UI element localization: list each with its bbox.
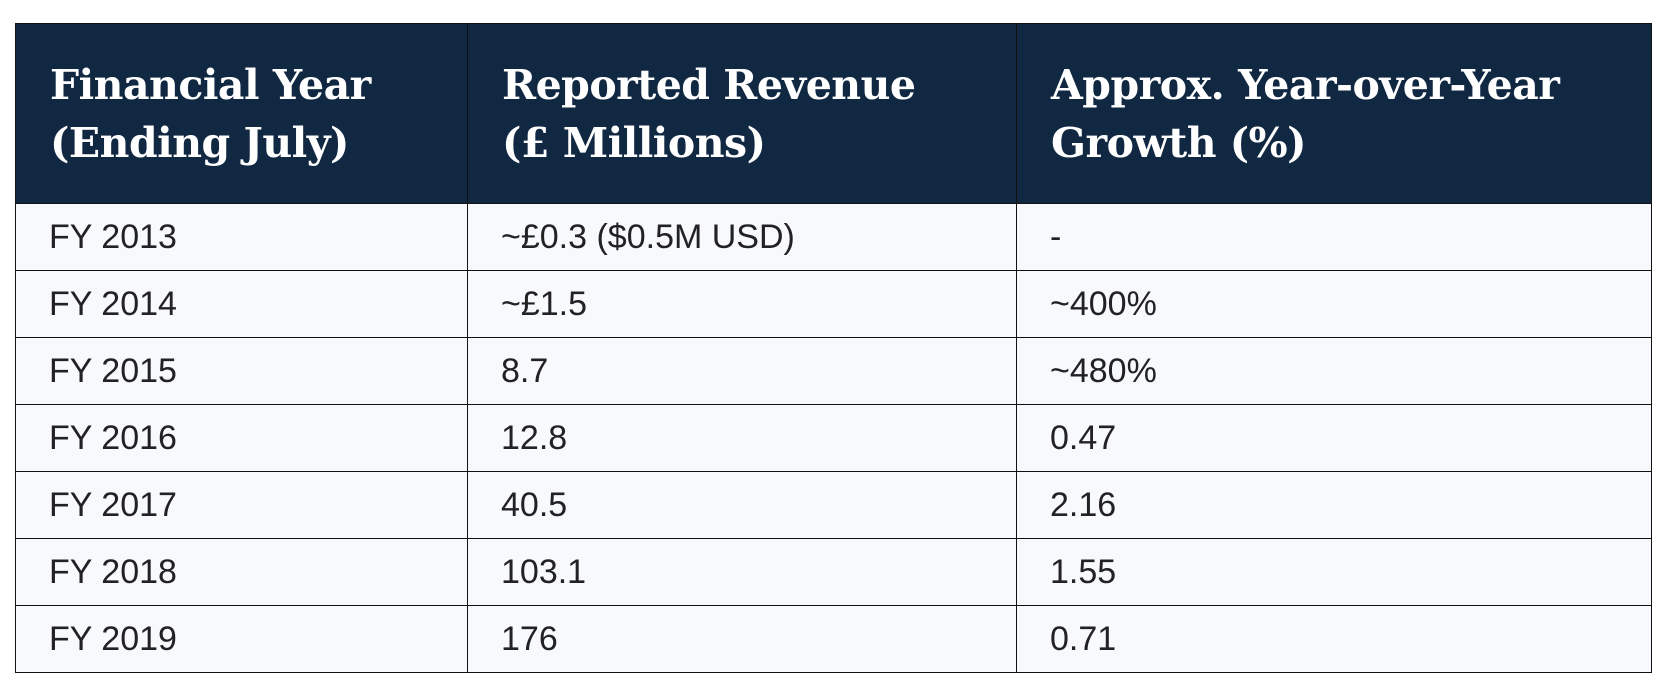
cell-year: FY 2017 xyxy=(15,471,468,539)
cell-revenue: 40.5 xyxy=(467,471,1017,539)
table-row: FY 2015 8.7 ~480% xyxy=(15,337,1652,405)
header-line: Financial Year xyxy=(50,60,371,109)
table-row: FY 2018 103.1 1.55 xyxy=(15,538,1652,606)
cell-revenue: 12.8 xyxy=(467,404,1017,472)
header-line: Approx. Year-over-Year xyxy=(1051,60,1560,109)
header-line: (Ending July) xyxy=(50,118,349,167)
cell-revenue: 176 xyxy=(467,605,1017,673)
cell-year: FY 2016 xyxy=(15,404,468,472)
table-row: FY 2017 40.5 2.16 xyxy=(15,471,1652,539)
header-reported-revenue: Reported Revenue (£ Millions) xyxy=(467,23,1017,204)
header-row: Financial Year (Ending July) Reported Rev… xyxy=(15,23,1652,204)
table-row: FY 2019 176 0.71 xyxy=(15,605,1652,673)
cell-growth: 0.71 xyxy=(1016,605,1652,673)
header-line: Reported Revenue xyxy=(502,60,916,109)
header-yoy-growth: Approx. Year-over-Year Growth (%) xyxy=(1016,23,1652,204)
table-row: FY 2014 ~£1.5 ~400% xyxy=(15,270,1652,338)
cell-revenue: ~£1.5 xyxy=(467,270,1017,338)
cell-growth: 1.55 xyxy=(1016,538,1652,606)
cell-year: FY 2018 xyxy=(15,538,468,606)
header-line: (£ Millions) xyxy=(502,118,766,167)
cell-year: FY 2014 xyxy=(15,270,468,338)
header-line: Growth (%) xyxy=(1051,118,1307,167)
cell-growth: 2.16 xyxy=(1016,471,1652,539)
cell-year: FY 2019 xyxy=(15,605,468,673)
table-row: FY 2016 12.8 0.47 xyxy=(15,404,1652,472)
revenue-table: Financial Year (Ending July) Reported Rev… xyxy=(15,23,1652,673)
cell-growth: - xyxy=(1016,203,1652,271)
table-row: FY 2013 ~£0.3 ($0.5M USD) - xyxy=(15,203,1652,271)
header-financial-year: Financial Year (Ending July) xyxy=(15,23,468,204)
cell-growth: ~480% xyxy=(1016,337,1652,405)
cell-revenue: 103.1 xyxy=(467,538,1017,606)
cell-growth: ~400% xyxy=(1016,270,1652,338)
cell-year: FY 2013 xyxy=(15,203,468,271)
cell-revenue: 8.7 xyxy=(467,337,1017,405)
cell-growth: 0.47 xyxy=(1016,404,1652,472)
cell-revenue: ~£0.3 ($0.5M USD) xyxy=(467,203,1017,271)
cell-year: FY 2015 xyxy=(15,337,468,405)
